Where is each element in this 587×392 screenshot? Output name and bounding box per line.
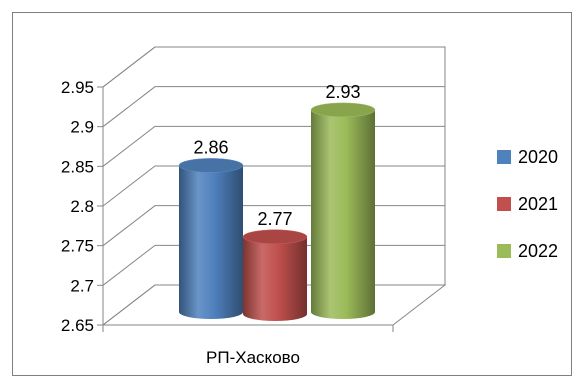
x-category-label: РП-Хасково: [206, 348, 300, 367]
gridline: [102, 165, 445, 207]
bars: [178, 102, 376, 321]
x-axis: РП-Хасково: [102, 325, 394, 367]
bar-body: [243, 236, 307, 321]
legend-swatch-2021: [497, 197, 511, 211]
bar-2020: [178, 158, 244, 319]
bar-2021: [242, 229, 308, 321]
y-tick-label: 2.95: [61, 78, 94, 97]
legend: 2020 2021 2022: [497, 147, 558, 261]
legend-swatch-2020: [497, 150, 511, 164]
y-tick-label: 2.8: [70, 197, 94, 216]
legend-swatch-2022: [497, 244, 511, 258]
y-tick-label: 2.75: [61, 237, 94, 256]
y-axis: 2.65 2.7 2.75 2.8 2.85 2.9 2.95: [61, 78, 103, 335]
bar-2022: [310, 102, 376, 319]
data-label-2020: 2.86: [193, 137, 228, 157]
legend-label-2020: 2020: [518, 147, 558, 167]
data-label-2021: 2.77: [257, 209, 292, 229]
gridline: [102, 86, 445, 128]
y-tick-label: 2.65: [61, 316, 94, 335]
bar-top: [310, 102, 376, 118]
data-label-2022: 2.93: [325, 82, 360, 102]
legend-label-2021: 2021: [518, 194, 558, 214]
gridline: [102, 125, 445, 167]
gridline: [102, 46, 445, 88]
y-tick-label: 2.9: [70, 118, 94, 137]
data-labels: 2.86 2.77 2.93: [193, 82, 360, 229]
legend-label-2022: 2022: [518, 241, 558, 261]
y-tick-label: 2.85: [61, 157, 94, 176]
bar-top: [178, 158, 244, 173]
bar-body: [311, 109, 375, 319]
bar-top: [242, 229, 308, 245]
bar-body: [179, 165, 243, 319]
y-tick-label: 2.7: [70, 276, 94, 295]
